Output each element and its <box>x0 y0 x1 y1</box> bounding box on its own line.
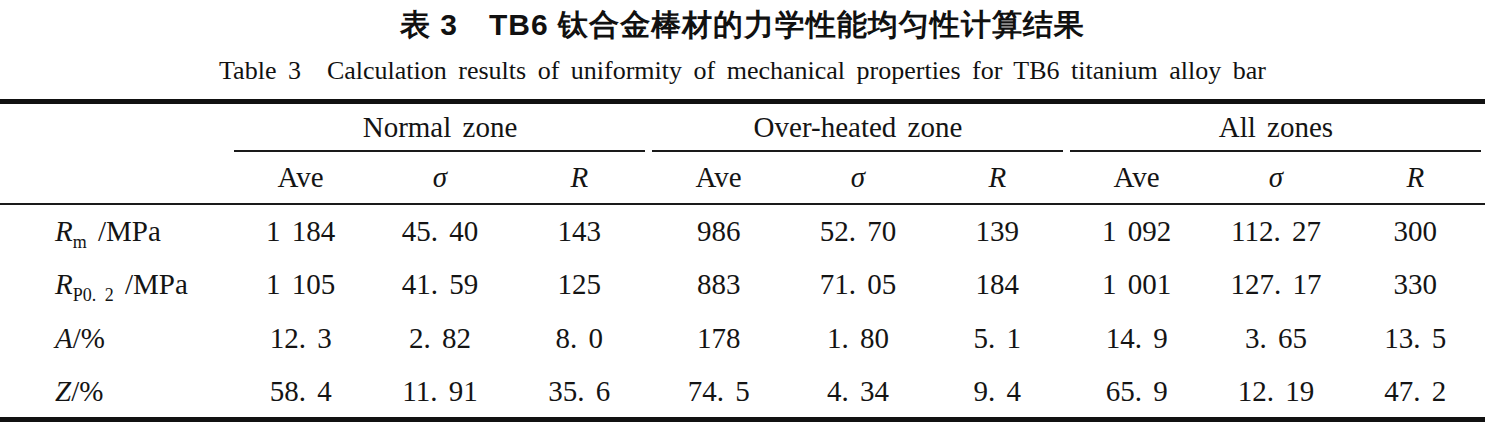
row-label: RP0. 2 /MPa <box>0 258 231 312</box>
property-subscript: m <box>73 231 87 251</box>
data-cell: 41. 59 <box>370 258 509 312</box>
table-title-chinese: 表 3 TB6 钛合金棒材的力学性能均匀性计算结果 <box>0 0 1485 45</box>
subheader-ave: Ave <box>1067 152 1206 204</box>
data-cell: 139 <box>928 204 1067 258</box>
data-cell: 300 <box>1346 204 1485 258</box>
group-header-row: Normal zone Over-heated zone All zones <box>0 102 1485 152</box>
results-table: Normal zone Over-heated zone All zones A… <box>0 99 1485 422</box>
property-unit: /% <box>73 322 105 354</box>
data-cell: 112. 27 <box>1206 204 1345 258</box>
subheader-r: R <box>510 152 649 204</box>
subheader-ave: Ave <box>649 152 788 204</box>
data-cell: 12. 19 <box>1206 366 1345 420</box>
data-cell: 5. 1 <box>928 312 1067 366</box>
data-cell: 13. 5 <box>1346 312 1485 366</box>
property-unit: /MPa <box>114 268 188 300</box>
subheader-ave: Ave <box>231 152 370 204</box>
property-unit: /MPa <box>87 215 161 247</box>
property-symbol: R <box>55 268 73 300</box>
data-cell: 71. 05 <box>788 258 927 312</box>
row-label: Rm /MPa <box>0 204 231 258</box>
property-unit: /% <box>71 375 103 407</box>
data-cell: 11. 91 <box>370 366 509 420</box>
property-symbol: Z <box>55 375 71 407</box>
data-cell: 127. 17 <box>1206 258 1345 312</box>
data-cell: 883 <box>649 258 788 312</box>
data-cell: 2. 82 <box>370 312 509 366</box>
corner-cell <box>0 102 231 152</box>
data-cell: 184 <box>928 258 1067 312</box>
data-cell: 45. 40 <box>370 204 509 258</box>
data-cell: 1. 80 <box>788 312 927 366</box>
group-header-normal-zone: Normal zone <box>231 102 649 152</box>
row-label: Z/% <box>0 366 231 420</box>
data-cell: 4. 34 <box>788 366 927 420</box>
data-cell: 3. 65 <box>1206 312 1345 366</box>
data-cell: 9. 4 <box>928 366 1067 420</box>
data-cell: 143 <box>510 204 649 258</box>
data-cell: 12. 3 <box>231 312 370 366</box>
data-cell: 8. 0 <box>510 312 649 366</box>
subheader-sigma: σ <box>1206 152 1345 204</box>
subheader-sigma: σ <box>370 152 509 204</box>
group-header-all-zones: All zones <box>1067 102 1485 152</box>
property-subscript: P0. 2 <box>73 285 114 305</box>
data-cell: 1 105 <box>231 258 370 312</box>
subheader-r: R <box>928 152 1067 204</box>
table-row-a: A/% 12. 3 2. 82 8. 0 178 1. 80 5. 1 14. … <box>0 312 1485 366</box>
paper-table-figure: 表 3 TB6 钛合金棒材的力学性能均匀性计算结果 Table 3 Calcul… <box>0 0 1485 428</box>
table-title-english: Table 3 Calculation results of uniformit… <box>0 54 1485 88</box>
subheader-row: Ave σ R Ave σ R Ave σ R <box>0 152 1485 204</box>
data-cell: 52. 70 <box>788 204 927 258</box>
group-header-over-heated-zone: Over-heated zone <box>649 102 1067 152</box>
data-cell: 58. 4 <box>231 366 370 420</box>
subheader-sigma: σ <box>788 152 927 204</box>
data-cell: 330 <box>1346 258 1485 312</box>
data-cell: 1 184 <box>231 204 370 258</box>
data-cell: 47. 2 <box>1346 366 1485 420</box>
data-cell: 74. 5 <box>649 366 788 420</box>
data-cell: 178 <box>649 312 788 366</box>
data-cell: 986 <box>649 204 788 258</box>
data-cell: 65. 9 <box>1067 366 1206 420</box>
table-row-z: Z/% 58. 4 11. 91 35. 6 74. 5 4. 34 9. 4 … <box>0 366 1485 420</box>
data-cell: 35. 6 <box>510 366 649 420</box>
row-label: A/% <box>0 312 231 366</box>
table-row-rp02: RP0. 2 /MPa 1 105 41. 59 125 883 71. 05 … <box>0 258 1485 312</box>
data-cell: 14. 9 <box>1067 312 1206 366</box>
property-symbol: A <box>55 322 73 354</box>
table-row-rm: Rm /MPa 1 184 45. 40 143 986 52. 70 139 … <box>0 204 1485 258</box>
corner-cell <box>0 152 231 204</box>
property-symbol: R <box>55 215 73 247</box>
data-cell: 1 092 <box>1067 204 1206 258</box>
data-cell: 1 001 <box>1067 258 1206 312</box>
data-cell: 125 <box>510 258 649 312</box>
subheader-r: R <box>1346 152 1485 204</box>
